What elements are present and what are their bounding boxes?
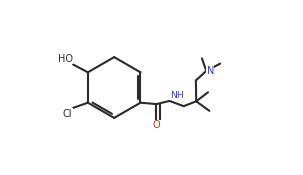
Text: N: N [207, 66, 214, 76]
Text: NH: NH [170, 91, 184, 100]
Text: HO: HO [58, 54, 73, 64]
Text: O: O [153, 120, 160, 130]
Text: Cl: Cl [63, 109, 72, 119]
